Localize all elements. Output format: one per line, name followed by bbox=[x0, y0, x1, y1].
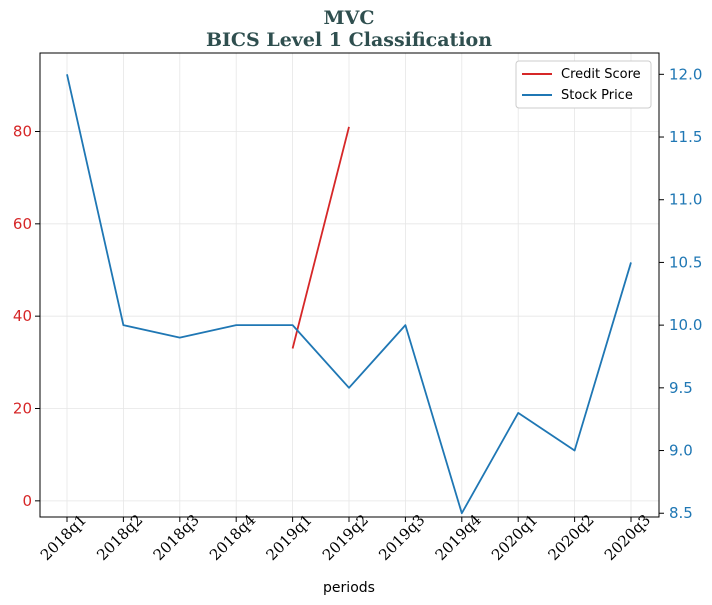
series-layer bbox=[66, 74, 632, 515]
x-tick-label: 2020q2 bbox=[544, 511, 597, 564]
x-axis: 2018q1 2018q2 2018q3 2018q4 2019q1 2019q2 2019… bbox=[37, 511, 654, 564]
right-tick-label: 11.5 bbox=[669, 128, 702, 146]
left-tick-label: 40 bbox=[13, 307, 32, 325]
series-line-stock-price bbox=[66, 74, 632, 515]
plot-frame bbox=[39, 52, 660, 518]
left-tick-label: 60 bbox=[13, 215, 32, 233]
left-tick-label: 80 bbox=[13, 122, 32, 140]
x-tick-label: 2019q2 bbox=[319, 511, 372, 564]
x-tick-label: 2020q1 bbox=[488, 511, 541, 564]
x-axis-label: periods bbox=[323, 580, 375, 596]
legend-label-credit-score: Credit Score bbox=[561, 67, 641, 82]
x-tick-label: 2019q3 bbox=[375, 511, 428, 564]
chart-title: MVC bbox=[324, 7, 375, 29]
right-tick-label: 10.5 bbox=[669, 253, 702, 271]
right-tick-label: 12.0 bbox=[669, 65, 702, 83]
right-tick-label: 11.0 bbox=[669, 191, 702, 209]
chart-subtitle: BICS Level 1 Classification bbox=[206, 29, 492, 51]
left-tick-label: 20 bbox=[13, 400, 32, 418]
x-tick-label: 2018q2 bbox=[93, 511, 146, 564]
legend-box bbox=[515, 60, 652, 109]
legend: Credit Score Stock Price bbox=[515, 60, 652, 109]
right-tick-label: 8.5 bbox=[669, 504, 693, 522]
left-axis: 0 20 40 60 80 bbox=[13, 122, 40, 510]
x-tick-label: 2018q3 bbox=[150, 511, 203, 564]
x-tick-label: 2020q3 bbox=[601, 511, 654, 564]
right-tick-label: 9.0 bbox=[669, 442, 693, 460]
x-tick-label: 2018q4 bbox=[206, 511, 259, 564]
x-tick-label: 2019q1 bbox=[262, 511, 315, 564]
grid bbox=[40, 53, 659, 517]
x-tick-label: 2018q1 bbox=[37, 511, 90, 564]
right-tick-label: 10.0 bbox=[669, 316, 702, 334]
left-tick-label: 0 bbox=[22, 492, 32, 510]
x-tick-label: 2019q4 bbox=[432, 511, 485, 564]
right-axis: 8.5 9.0 9.5 10.0 10.5 11.0 11.5 12.0 bbox=[659, 65, 702, 522]
legend-label-stock-price: Stock Price bbox=[561, 88, 633, 103]
series-line-credit-score bbox=[291, 126, 350, 349]
right-tick-label: 9.5 bbox=[669, 379, 693, 397]
